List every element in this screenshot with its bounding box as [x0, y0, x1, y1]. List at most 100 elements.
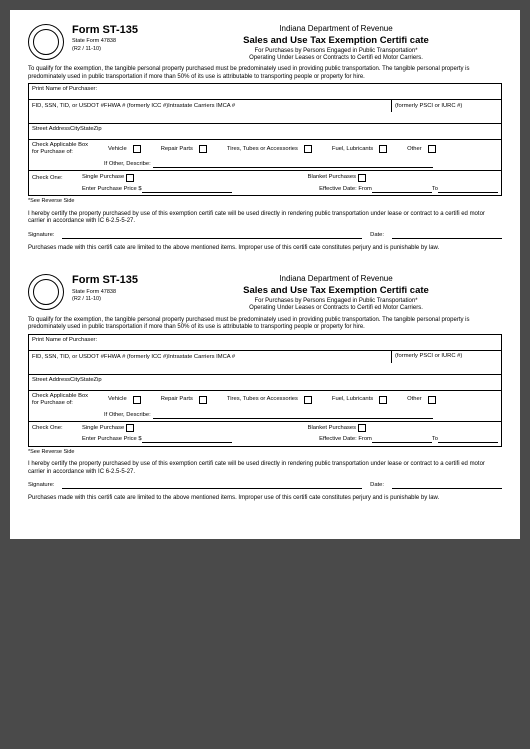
enter-price-label: Enter Purchase Price $ — [82, 186, 142, 193]
if-other-label: If Other, Describe: — [104, 412, 151, 418]
if-other-label: If Other, Describe: — [104, 161, 151, 167]
check-box-row: Check Applicable Box for Purchase of: Ve… — [29, 391, 501, 422]
vehicle-checkbox[interactable] — [133, 145, 141, 153]
repair-label: Repair Parts — [161, 146, 193, 153]
eff-date-label: Effective Date: From — [319, 436, 372, 443]
check-one-label: Check One: — [32, 425, 63, 431]
qualify-text: To qualify for the exemption, the tangib… — [28, 66, 502, 81]
blanket-checkbox[interactable] — [358, 174, 366, 182]
other-label: Other — [407, 396, 422, 403]
single-checkbox[interactable] — [126, 424, 134, 432]
signature-label: Signature: — [28, 232, 54, 239]
signature-field[interactable] — [62, 232, 362, 239]
blanket-label: Blanket Purchases — [308, 425, 356, 432]
department-name: Indiana Department of Revenue — [170, 24, 502, 34]
page: Form ST-135 State Form 47838 (R2 / 11-10… — [10, 10, 520, 539]
price-field[interactable] — [142, 184, 232, 193]
form-number: Form ST-135 — [72, 24, 162, 37]
sig-date-field[interactable] — [392, 482, 502, 489]
repair-label: Repair Parts — [161, 396, 193, 403]
purchaser-label: Print Name of Purchaser: — [32, 337, 97, 344]
signature-field[interactable] — [62, 482, 362, 489]
department-name: Indiana Department of Revenue — [170, 274, 502, 284]
form-title: Sales and Use Tax Exemption Certifi cate — [170, 285, 502, 296]
address-label: Street AddressCityStateZip — [32, 126, 102, 133]
tires-checkbox[interactable] — [304, 145, 312, 153]
purchaser-label: Print Name of Purchaser: — [32, 86, 97, 93]
sig-date-field[interactable] — [392, 232, 502, 239]
form-box: Print Name of Purchaser: FID, SSN, TID, … — [28, 334, 502, 447]
certify-text: I hereby certify the property purchased … — [28, 211, 502, 226]
vehicle-checkbox[interactable] — [133, 396, 141, 404]
form-title: Sales and Use Tax Exemption Certifi cate — [170, 35, 502, 46]
header-left: Form ST-135 State Form 47838 (R2 / 11-10… — [72, 24, 162, 52]
tires-checkbox[interactable] — [304, 396, 312, 404]
qualify-text: To qualify for the exemption, the tangib… — [28, 317, 502, 332]
date-to-field[interactable] — [438, 434, 498, 443]
perjury-text: Purchases made with this certifi cate ar… — [28, 495, 502, 503]
single-checkbox[interactable] — [126, 174, 134, 182]
perjury-text: Purchases made with this certifi cate ar… — [28, 245, 502, 253]
other-describe-field[interactable] — [153, 159, 433, 168]
for-purchase-label: for Purchase of: — [32, 400, 104, 407]
signature-row: Signature: Date: — [28, 482, 502, 489]
subtitle-1: For Purchases by Persons Engaged in Publ… — [170, 298, 502, 305]
date-from-field[interactable] — [372, 434, 432, 443]
fid-row: FID, SSN, TID, or USDOT #FHWA # (formerl… — [29, 351, 501, 375]
form-number: Form ST-135 — [72, 274, 162, 287]
state-form-number: State Form 47838 — [72, 38, 162, 45]
form-header: Form ST-135 State Form 47838 (R2 / 11-10… — [28, 274, 502, 312]
check-box-row: Check Applicable Box for Purchase of: Ve… — [29, 140, 501, 171]
other-checkbox[interactable] — [428, 396, 436, 404]
check-applicable-label: Check Applicable Box — [32, 393, 104, 400]
form-copy-1: Form ST-135 State Form 47838 (R2 / 11-10… — [28, 24, 502, 252]
fuel-checkbox[interactable] — [379, 145, 387, 153]
other-label: Other — [407, 146, 422, 153]
date-to-field[interactable] — [438, 184, 498, 193]
fuel-checkbox[interactable] — [379, 396, 387, 404]
fid-label: FID, SSN, TID, or USDOT #FHWA # (formerl… — [32, 103, 235, 109]
address-row: Street AddressCityStateZip — [29, 124, 501, 140]
form-box: Print Name of Purchaser: FID, SSN, TID, … — [28, 83, 502, 196]
certify-text: I hereby certify the property purchased … — [28, 461, 502, 476]
eff-date-label: Effective Date: From — [319, 186, 372, 193]
for-purchase-label: for Purchase of: — [32, 149, 104, 156]
signature-label: Signature: — [28, 482, 54, 489]
price-field[interactable] — [142, 434, 232, 443]
see-reverse: *See Reverse Side — [28, 449, 502, 456]
repair-checkbox[interactable] — [199, 396, 207, 404]
single-label: Single Purchase — [82, 425, 124, 432]
fid-label: FID, SSN, TID, or USDOT #FHWA # (formerl… — [32, 354, 235, 360]
tires-label: Tires, Tubes or Accessories — [227, 146, 298, 153]
vehicle-label: Vehicle — [108, 146, 127, 153]
vehicle-label: Vehicle — [108, 396, 127, 403]
check-one-row: Check One: Single Purchase Blanket Purch… — [29, 422, 501, 446]
fuel-label: Fuel, Lubricants — [332, 146, 373, 153]
check-one-row: Check One: Single Purchase Blanket Purch… — [29, 171, 501, 195]
fuel-label: Fuel, Lubricants — [332, 396, 373, 403]
revision: (R2 / 11-10) — [72, 296, 162, 303]
address-label: Street AddressCityStateZip — [32, 377, 102, 384]
date-label: Date: — [370, 232, 384, 239]
state-form-number: State Form 47838 — [72, 289, 162, 296]
psci-label: (formerly PSCI or IURC #) — [395, 103, 462, 110]
enter-price-label: Enter Purchase Price $ — [82, 436, 142, 443]
other-checkbox[interactable] — [428, 145, 436, 153]
date-from-field[interactable] — [372, 184, 432, 193]
header-center: Indiana Department of Revenue Sales and … — [170, 24, 502, 62]
tires-label: Tires, Tubes or Accessories — [227, 396, 298, 403]
signature-row: Signature: Date: — [28, 232, 502, 239]
check-applicable-label: Check Applicable Box — [32, 142, 104, 149]
check-one-label: Check One: — [32, 175, 63, 181]
form-header: Form ST-135 State Form 47838 (R2 / 11-10… — [28, 24, 502, 62]
fid-row: FID, SSN, TID, or USDOT #FHWA # (formerl… — [29, 100, 501, 124]
date-label: Date: — [370, 482, 384, 489]
header-left: Form ST-135 State Form 47838 (R2 / 11-10… — [72, 274, 162, 302]
address-row: Street AddressCityStateZip — [29, 375, 501, 391]
blanket-checkbox[interactable] — [358, 424, 366, 432]
purchaser-row: Print Name of Purchaser: — [29, 84, 501, 100]
repair-checkbox[interactable] — [199, 145, 207, 153]
other-describe-field[interactable] — [153, 410, 433, 419]
subtitle-1: For Purchases by Persons Engaged in Publ… — [170, 48, 502, 55]
purchaser-row: Print Name of Purchaser: — [29, 335, 501, 351]
